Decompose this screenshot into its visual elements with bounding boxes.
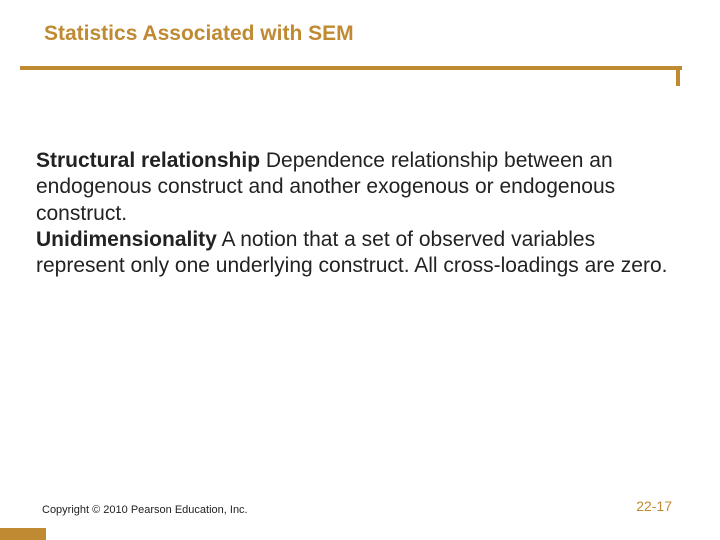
term-unidimensionality: Unidimensionality	[36, 228, 217, 251]
vertical-rule-right	[676, 66, 680, 86]
footer-accent-bar	[0, 528, 46, 540]
page-number: 22-17	[636, 498, 672, 514]
copyright-text: Copyright © 2010 Pearson Education, Inc.	[42, 504, 248, 516]
body-text: Structural relationship Dependence relat…	[36, 148, 676, 279]
horizontal-rule	[20, 66, 682, 70]
slide-title: Statistics Associated with SEM	[44, 22, 354, 46]
term-structural-relationship: Structural relationship	[36, 149, 260, 172]
slide: Statistics Associated with SEM Structura…	[0, 0, 720, 540]
